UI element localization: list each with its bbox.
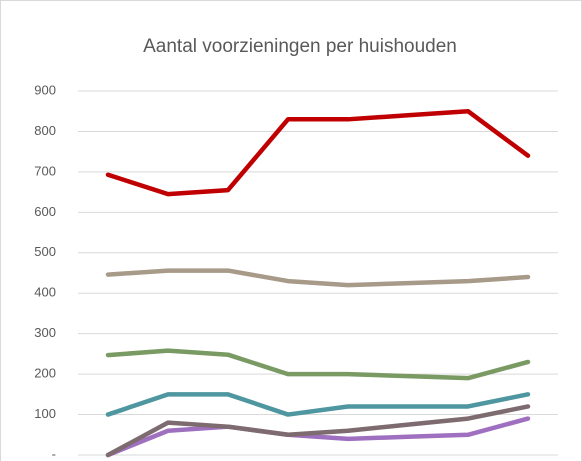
y-tick-label: 700	[34, 163, 56, 178]
y-tick-label: 900	[34, 82, 56, 97]
line-series	[105, 268, 531, 288]
y-tick-label: 800	[34, 123, 56, 138]
line-series	[105, 348, 531, 381]
line-series	[105, 392, 531, 417]
chart-title: Aantal voorzieningen per huishouden	[143, 36, 457, 57]
y-tick-label: 200	[34, 366, 56, 381]
y-tick-label: 100	[34, 406, 56, 421]
y-tick-label: -	[52, 446, 56, 461]
y-tick-label: 300	[34, 325, 56, 340]
line-series	[105, 404, 531, 458]
y-tick-label: 600	[34, 204, 56, 219]
line-series	[105, 108, 531, 197]
y-tick-label: 500	[34, 244, 56, 259]
line-series	[105, 416, 531, 458]
y-tick-label: 400	[34, 285, 56, 300]
